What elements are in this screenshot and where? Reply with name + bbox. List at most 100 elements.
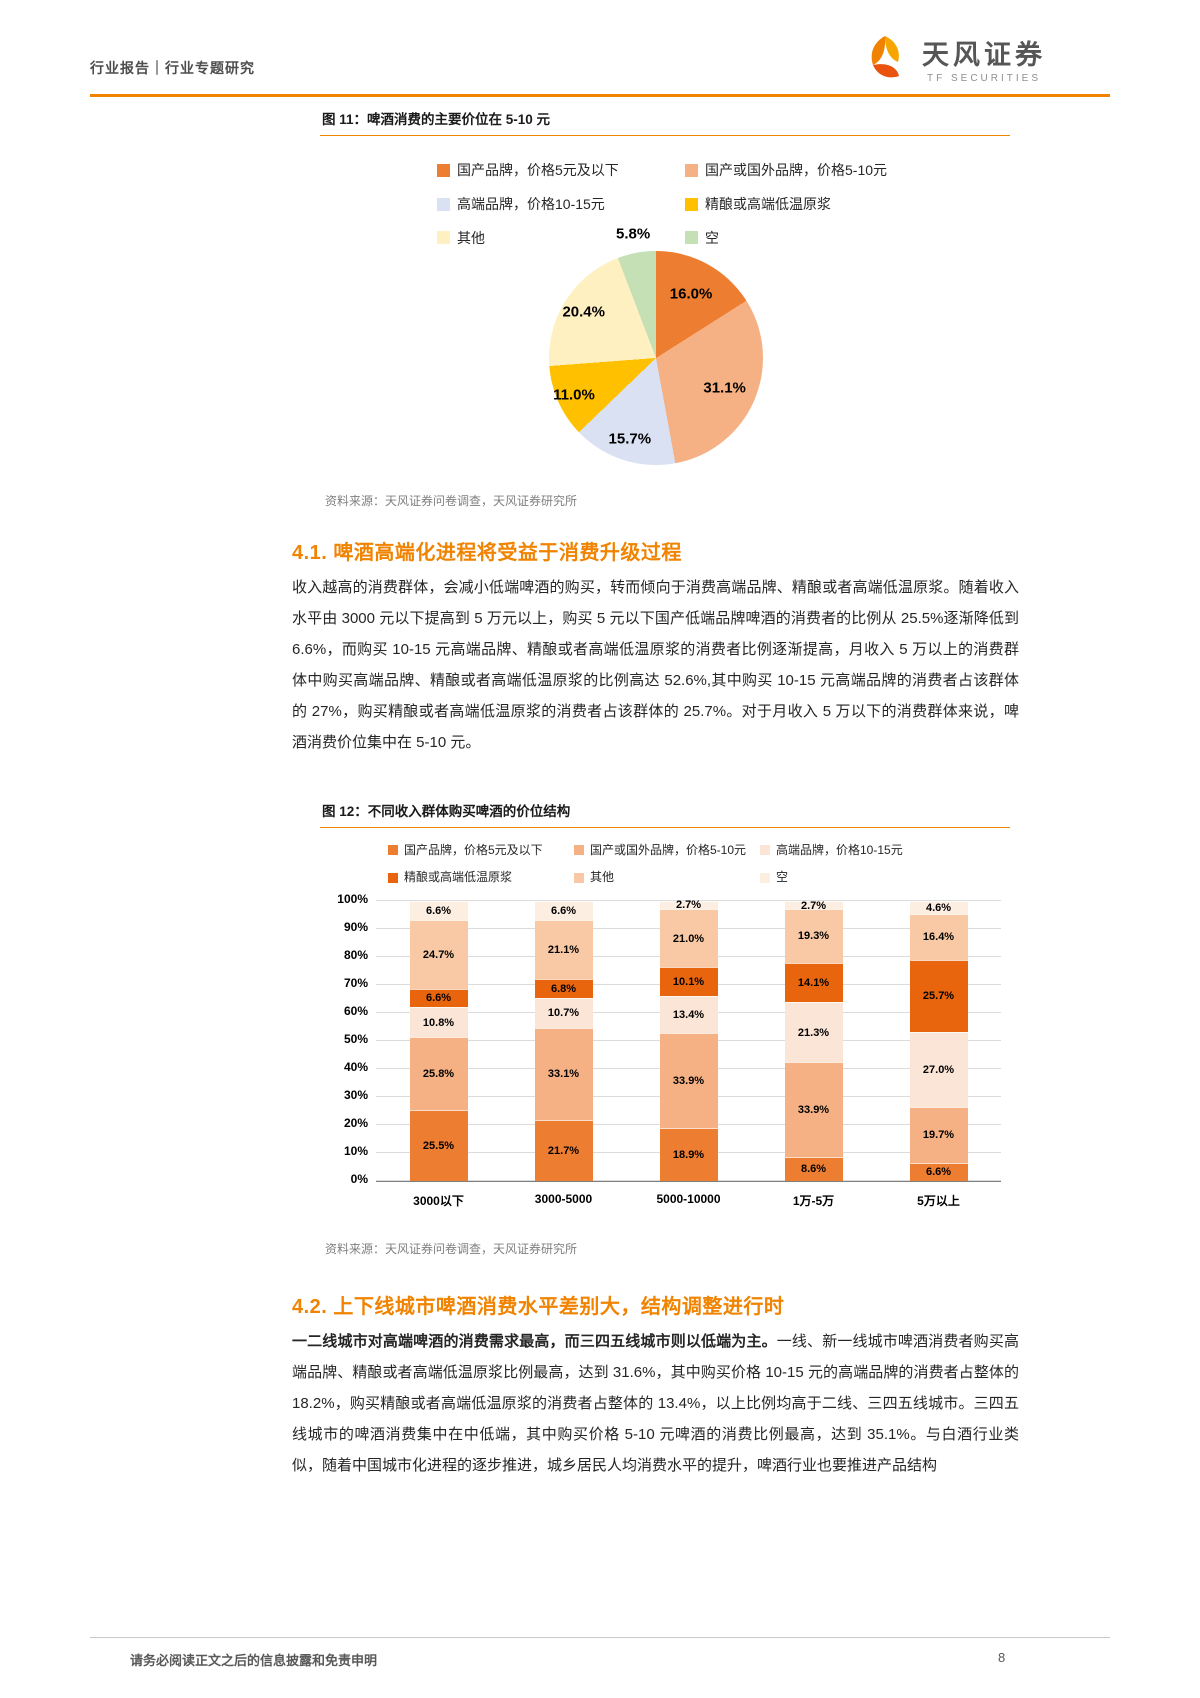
bar-segment: 19.3%: [784, 908, 843, 963]
x-axis-label: 5万以上: [917, 1194, 960, 1208]
fig11-pie: [549, 251, 763, 465]
bar-segment-label: 6.6%: [550, 904, 577, 917]
fig12-bars: 25.5% 25.8% 10.8% 6.6% 24.7% 6.6% 21.7% 33.1% 10…: [376, 899, 1001, 1181]
figure-12-source: 资料来源：天风证券问卷调查，天风证券研究所: [325, 1242, 578, 1256]
bar-segment: 33.1%: [534, 1027, 593, 1121]
bar-segment: 8.6%: [784, 1156, 843, 1181]
y-axis-tick: 10%: [343, 1144, 368, 1158]
legend-label: 国产品牌，价格5元及以下: [404, 843, 543, 857]
y-axis-tick: 70%: [343, 976, 368, 990]
bar-segment-label: 13.4%: [672, 1008, 705, 1021]
legend-swatch-icon: [685, 163, 698, 177]
legend-swatch-icon: [388, 872, 398, 883]
bar-segment-label: 24.7%: [422, 948, 455, 961]
pie-value-label: 11.0%: [553, 386, 595, 404]
bar-segment-label: 27.0%: [922, 1064, 955, 1077]
pie-value-label: 16.0%: [669, 285, 713, 303]
bar-segment-label: 4.6%: [925, 901, 952, 914]
bar-segment: 21.1%: [534, 919, 593, 979]
legend-label: 国产品牌，价格5元及以下: [457, 162, 619, 178]
bar-segment: 10.7%: [534, 997, 593, 1028]
figure-11-title: 图 11：啤酒消费的主要价位在 5-10 元: [322, 112, 551, 127]
bar-segment-label: 21.0%: [672, 932, 705, 945]
figure-12: 图 12：不同收入群体购买啤酒的价位结构 国产品牌，价格5元及以下 国产或国外品牌…: [320, 800, 1010, 1260]
y-axis-tick: 0%: [350, 1172, 368, 1186]
fig12-chart: 25.5% 25.8% 10.8% 6.6% 24.7% 6.6% 21.7% 33.1% 10…: [320, 892, 1010, 1216]
bar-segment: 6.6%: [909, 1162, 968, 1181]
legend-label: 空: [705, 229, 719, 246]
brand-name-en: TF SECURITIES: [926, 73, 1041, 85]
stacked-bar: 8.6% 33.9% 21.3% 14.1% 19.3% 2.7%: [784, 900, 843, 1181]
y-axis-tick: 30%: [343, 1088, 368, 1102]
bar-segment-label: 25.7%: [922, 990, 955, 1003]
pie-value-label: 20.4%: [562, 303, 605, 321]
figure-11-source: 资料来源：天风证券问卷调查，天风证券研究所: [325, 494, 578, 508]
bar-segment: 2.7%: [659, 899, 718, 911]
bar-segment-label: 10.8%: [422, 1016, 455, 1029]
section-42-lead: 一二线城市对高端啤酒的消费需求最高，而三四五线城市则以低端为主。: [292, 1333, 777, 1350]
bar-segment-label: 33.9%: [672, 1075, 705, 1088]
pie-value-label: 31.1%: [703, 379, 746, 397]
legend-item: 其他: [574, 870, 760, 884]
section-42-paragraph: 一二线城市对高端啤酒的消费需求最高，而三四五线城市则以低端为主。一线、新一线城市…: [292, 1326, 1019, 1481]
bar-segment: 25.5%: [409, 1109, 468, 1181]
tf-flower-logo-icon: [860, 34, 910, 91]
y-axis-tick: 80%: [343, 948, 368, 962]
legend-label: 其他: [590, 870, 615, 885]
bar-segment-label: 14.1%: [797, 977, 830, 990]
bar-segment-label: 18.9%: [672, 1149, 705, 1162]
legend-item: 高端品牌，价格10-15元: [437, 196, 685, 213]
legend-label: 精酿或高端低温原浆: [404, 870, 513, 885]
legend-swatch-icon: [574, 845, 584, 856]
legend-swatch-icon: [685, 231, 698, 245]
brand-text: 天风证券 TF SECURITIES: [922, 39, 1046, 85]
bar-segment-label: 6.6%: [925, 1166, 952, 1179]
bar-segment-label: 33.9%: [797, 1103, 830, 1116]
pie-value-label: 15.7%: [608, 430, 652, 448]
legend-swatch-icon: [388, 845, 398, 856]
bar-segment: 2.7%: [784, 900, 843, 912]
fig12-xticks: 3000以下 3000-5000 5000-10000 1万-5万 5万以上: [376, 1192, 1001, 1209]
figure-11: 图 11：啤酒消费的主要价位在 5-10 元 国产品牌，价格5元及以下 国产或国外…: [320, 108, 1010, 508]
bar-slot: 18.9% 33.9% 13.4% 10.1% 21.0% 2.7%: [626, 899, 751, 1181]
brand-logo: 天风证券 TF SECURITIES: [860, 34, 1046, 91]
bar-segment: 14.1%: [784, 962, 843, 1003]
legend-item: 其他: [437, 230, 685, 247]
bar-segment: 10.1%: [659, 967, 718, 996]
figure-12-title: 图 12：不同收入群体购买啤酒的价位结构: [322, 804, 571, 819]
bar-segment: 19.7%: [909, 1107, 968, 1163]
bar-segment: 4.6%: [909, 901, 968, 914]
bar-segment-label: 8.6%: [800, 1163, 827, 1176]
bar-segment-label: 25.8%: [422, 1067, 455, 1080]
bar-slot: 8.6% 33.9% 21.3% 14.1% 19.3% 2.7%: [751, 900, 876, 1181]
legend-label: 其他: [457, 229, 485, 246]
bar-segment-label: 21.1%: [547, 943, 580, 956]
y-axis-tick: 50%: [343, 1032, 368, 1046]
brand-name-cn: 天风证券: [922, 39, 1046, 70]
y-axis-tick: 100%: [337, 892, 368, 906]
bar-slot: 25.5% 25.8% 10.8% 6.6% 24.7% 6.6%: [376, 901, 501, 1181]
legend-item: 国产品牌，价格5元及以下: [388, 843, 574, 857]
stacked-bar: 6.6% 19.7% 27.0% 25.7% 16.4% 4.6%: [909, 901, 968, 1181]
legend-item: 精酿或高端低温原浆: [685, 196, 1010, 213]
section-41-body: 收入越高的消费群体，会减小低端啤酒的购买，转而倾向于消费高端品牌、精酿或者高端低…: [292, 579, 1019, 751]
bar-segment: 6.6%: [409, 901, 468, 920]
bar-segment-label: 19.7%: [922, 1129, 955, 1142]
legend-label: 国产或国外品牌，价格5-10元: [590, 843, 747, 857]
bar-slot: 6.6% 19.7% 27.0% 25.7% 16.4% 4.6%: [876, 901, 1001, 1181]
bar-segment: 6.6%: [409, 988, 468, 1008]
bar-segment: 21.3%: [784, 1002, 843, 1063]
bar-segment-label: 6.6%: [425, 904, 452, 917]
legend-label: 国产或国外品牌，价格5-10元: [705, 162, 888, 178]
fig11-pie-wrap: 16.0% 31.1% 15.7% 11.0% 20.4% 5.8%: [549, 225, 763, 465]
legend-label: 空: [776, 870, 789, 885]
bar-segment-label: 6.8%: [550, 982, 577, 995]
legend-item: 国产或国外品牌，价格5-10元: [685, 162, 1010, 179]
legend-label: 高端品牌，价格10-15元: [457, 195, 605, 212]
legend-swatch-icon: [437, 197, 450, 211]
legend-item: 空: [685, 230, 1010, 247]
section-42-heading: 4.2. 上下线城市啤酒消费水平差别大，结构调整进行时: [292, 1296, 785, 1318]
bar-segment-label: 6.6%: [425, 992, 452, 1005]
legend-swatch-icon: [760, 872, 770, 883]
